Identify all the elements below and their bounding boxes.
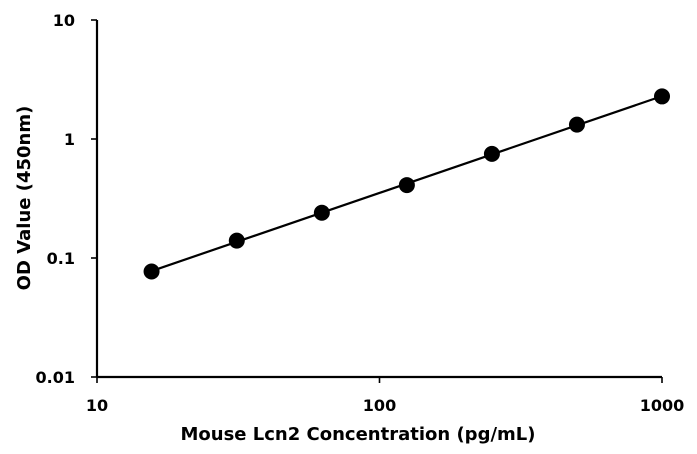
data-point [398, 177, 415, 194]
y-tick-label: 0.01 [36, 368, 75, 387]
y-tick-label: 10 [53, 11, 75, 30]
x-tick-label: 100 [363, 396, 396, 415]
series-layer [143, 88, 670, 280]
y-axis-title: OD Value (450nm) [14, 106, 35, 291]
x-ticks: 10 100 1000 [86, 377, 684, 415]
plot-area: 10 1 0.1 0.01 10 100 1000 [36, 11, 685, 415]
y-tick-label: 0.1 [47, 249, 75, 268]
data-point [228, 232, 245, 249]
data-point [483, 145, 500, 162]
x-tick-label: 1000 [640, 396, 685, 415]
y-ticks: 10 1 0.1 0.01 [36, 11, 97, 387]
data-point [143, 263, 160, 280]
y-tick-label: 1 [64, 130, 75, 149]
data-point [313, 204, 330, 221]
data-point [568, 116, 585, 133]
data-point [654, 88, 670, 105]
x-axis-title: Mouse Lcn2 Concentration (pg/mL) [181, 424, 536, 445]
x-tick-label: 10 [86, 396, 108, 415]
